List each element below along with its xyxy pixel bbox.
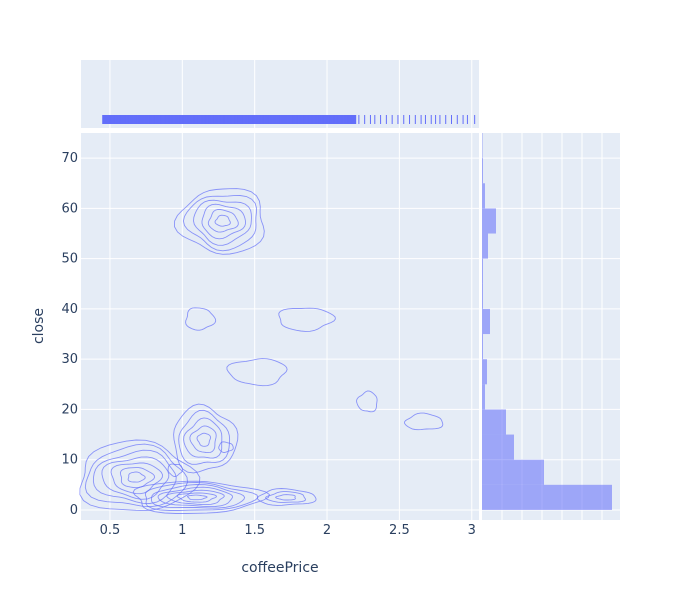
contour-line — [92, 449, 177, 504]
contour-line — [157, 486, 233, 508]
x-tick-label: 1 — [178, 523, 186, 538]
contour-line — [166, 489, 225, 506]
contour-line — [178, 409, 231, 465]
histogram-bar — [482, 409, 506, 435]
histogram-bar — [482, 233, 488, 259]
histogram-bar — [482, 258, 483, 284]
contour-line — [274, 494, 296, 501]
histogram-bar — [482, 283, 483, 309]
contour-line — [226, 358, 288, 387]
contour-line — [265, 491, 306, 503]
y-tick-label: 30 — [61, 352, 78, 367]
contour-line — [214, 214, 231, 227]
y-tick-labels: 0 10 20 30 40 50 60 70 — [61, 151, 78, 518]
contour-line — [182, 195, 257, 252]
histogram-bar — [482, 183, 485, 209]
x-tick-label: 2.5 — [389, 523, 410, 538]
y-tick-label: 70 — [61, 151, 78, 166]
contour-line — [119, 467, 156, 489]
contour-line — [144, 481, 259, 511]
density-contours — [79, 188, 444, 514]
y-tick-label: 60 — [61, 201, 78, 216]
x-tick-label: 3 — [468, 523, 476, 538]
x-tick-label: 1.5 — [244, 523, 265, 538]
contour-line — [127, 471, 146, 483]
contour-line — [193, 199, 252, 246]
contour-line — [189, 425, 217, 454]
x-tick-labels: 0.5 1 1.5 2 2.5 3 — [100, 523, 476, 538]
histogram-bar — [482, 434, 514, 460]
x-axis-title: coffeePrice — [241, 560, 318, 576]
x-tick-label: 0.5 — [100, 523, 121, 538]
histogram-bar — [482, 158, 483, 184]
contour-line — [196, 432, 212, 447]
y-tick-label: 20 — [61, 402, 78, 417]
contour-line — [167, 463, 183, 477]
histogram-bar — [482, 384, 485, 410]
contour-line — [174, 188, 265, 255]
contour-line — [176, 492, 218, 503]
histogram-bar — [482, 308, 490, 335]
contour-line — [84, 443, 188, 508]
contour-line — [278, 307, 336, 332]
contour-line — [185, 307, 217, 331]
y-tick-label: 0 — [70, 503, 78, 518]
y-tick-label: 50 — [61, 252, 78, 267]
histogram-bar — [482, 133, 483, 159]
contour-line — [186, 494, 208, 501]
contour-line — [151, 484, 246, 509]
contour-line — [101, 456, 170, 500]
histogram-bars — [482, 133, 612, 510]
contour-line — [183, 417, 223, 459]
y-tick-label: 10 — [61, 453, 78, 468]
y-axis-title: close — [31, 308, 47, 344]
y-tick-label: 40 — [61, 302, 78, 317]
grid-lines — [81, 60, 620, 520]
histogram-bar — [482, 484, 612, 510]
contour-line — [218, 441, 234, 453]
main-plot-area — [81, 133, 479, 520]
histogram-bar — [482, 459, 544, 485]
contour-line — [356, 390, 378, 413]
contour-line — [256, 488, 317, 506]
rug-marks — [102, 115, 476, 124]
contour-line — [173, 403, 239, 474]
histogram-bar — [482, 334, 483, 360]
x-tick-label: 2 — [323, 523, 331, 538]
histogram-bar — [482, 208, 496, 234]
contour-line — [201, 203, 246, 240]
contour-line — [207, 208, 239, 233]
contour-line — [404, 412, 444, 431]
contour-line — [132, 480, 270, 514]
histogram-bar — [482, 359, 487, 385]
